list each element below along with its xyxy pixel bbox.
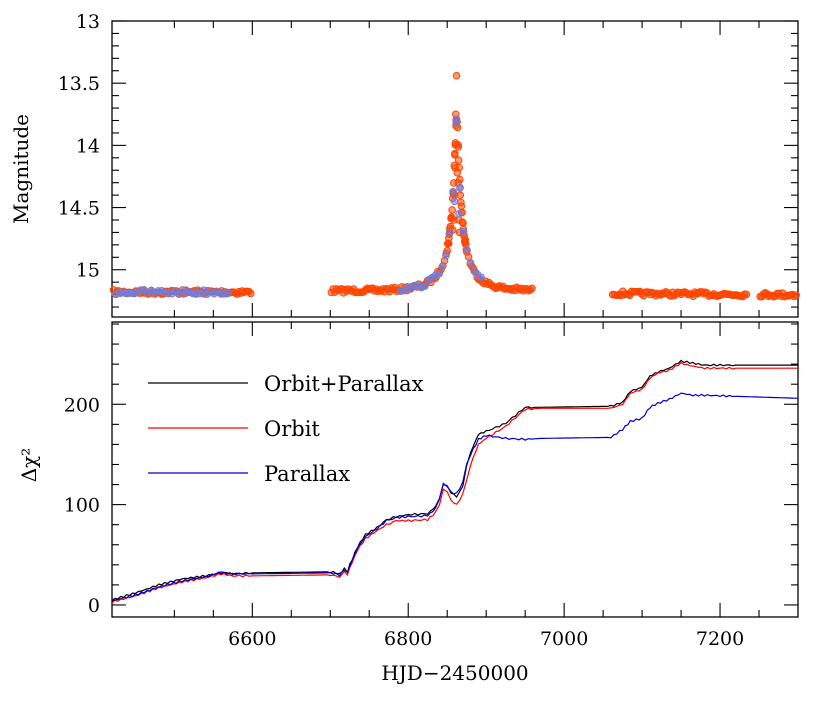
data-point xyxy=(452,119,460,127)
data-point xyxy=(466,259,475,267)
data-point xyxy=(792,291,800,299)
series-line-parallax xyxy=(111,392,799,602)
data-point xyxy=(421,282,429,291)
chi2-y-tick-labels: 0 100 200 xyxy=(64,394,100,617)
x-tick-label: 6800 xyxy=(384,628,432,650)
magnitude-tick-label: 14.5 xyxy=(58,198,100,220)
magnitude-points-series-a xyxy=(109,71,800,301)
data-point xyxy=(450,197,459,206)
data-point xyxy=(444,239,453,248)
data-point xyxy=(435,269,443,278)
data-point xyxy=(459,227,468,236)
legend-label: Orbit xyxy=(264,417,320,441)
magnitude-y-tick-labels: 13 13.5 14 14.5 15 xyxy=(58,11,100,282)
magnitude-tick-label: 15 xyxy=(76,260,100,282)
magnitude-panel: 13 13.5 14 14.5 15 Magnitude xyxy=(9,11,800,318)
magnitude-tick-label: 13 xyxy=(76,11,100,33)
x-axis-title: HJD−2450000 xyxy=(381,661,528,685)
data-point xyxy=(246,289,255,298)
data-point xyxy=(457,202,466,210)
data-point xyxy=(449,187,457,196)
legend: Orbit+Parallax Orbit Parallax xyxy=(148,372,424,486)
chi2-tick-label: 100 xyxy=(64,495,100,517)
x-tick-labels: 6600 6800 7000 7200 xyxy=(228,628,744,650)
x-tick-label: 7000 xyxy=(540,628,588,650)
data-point xyxy=(455,209,463,218)
magnitude-tick-label: 13.5 xyxy=(58,73,100,95)
data-point xyxy=(224,289,232,298)
data-point xyxy=(454,156,463,164)
magnitude-axis-title: Magnitude xyxy=(9,114,33,224)
data-point xyxy=(463,246,471,255)
x-tick-label: 6600 xyxy=(228,628,276,650)
data-point xyxy=(742,290,751,299)
legend-label: Parallax xyxy=(264,462,350,486)
magnitude-panel-ticks xyxy=(112,20,798,317)
magnitude-tick-label: 14 xyxy=(76,135,100,157)
chi2-axis-title: Δχ² xyxy=(17,448,41,483)
magnitude-panel-frame xyxy=(111,20,799,318)
chi2-panel-frame xyxy=(111,321,799,618)
data-point xyxy=(451,149,459,158)
data-point xyxy=(448,206,456,214)
data-point xyxy=(453,168,462,177)
data-point xyxy=(438,262,447,271)
chi2-panel-ticks xyxy=(112,322,798,617)
series-line-orbit-parallax xyxy=(111,359,798,601)
data-point xyxy=(442,251,450,260)
magnitude-points-series-b xyxy=(112,115,485,299)
chi2-tick-label: 200 xyxy=(64,394,100,416)
series-line-orbit xyxy=(111,361,798,604)
x-tick-label: 7200 xyxy=(696,628,744,650)
data-point xyxy=(451,139,460,147)
chi2-series-lines xyxy=(111,359,799,604)
chi2-tick-label: 0 xyxy=(88,595,100,617)
data-point xyxy=(456,183,464,192)
data-point xyxy=(455,216,463,224)
legend-label: Orbit+Parallax xyxy=(264,372,424,396)
data-point xyxy=(528,284,536,293)
data-point xyxy=(452,71,461,80)
data-point xyxy=(445,228,454,237)
data-point xyxy=(477,273,485,282)
